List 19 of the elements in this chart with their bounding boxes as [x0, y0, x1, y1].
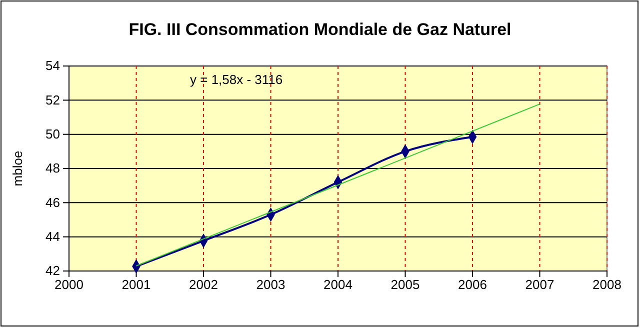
- x-tick-label: 2007: [525, 277, 554, 292]
- x-tick-label: 2005: [390, 277, 420, 292]
- x-tick-label: 2008: [592, 277, 622, 292]
- x-tick-label: 2000: [54, 277, 84, 292]
- chart-title: FIG. III Consommation Mondiale de Gaz Naturel: [128, 20, 512, 39]
- x-tick-label: 2003: [256, 277, 286, 292]
- y-axis-title: mbloe: [10, 150, 25, 186]
- x-tick-label: 2002: [189, 277, 218, 292]
- x-tick-label: 2004: [324, 277, 352, 292]
- y-tick-label: 46: [46, 194, 60, 210]
- y-tick-label: 48: [46, 160, 60, 176]
- y-tick-label: 52: [46, 92, 60, 108]
- y-tick-label: 50: [46, 126, 60, 142]
- annotation: y = 1,58x - 3116: [190, 72, 283, 87]
- x-tick-label: 2006: [458, 277, 487, 292]
- y-tick-label: 44: [46, 228, 60, 244]
- y-tick-label: 42: [46, 263, 60, 278]
- x-tick-label: 2001: [122, 277, 151, 292]
- y-tick-label: 54: [46, 58, 60, 74]
